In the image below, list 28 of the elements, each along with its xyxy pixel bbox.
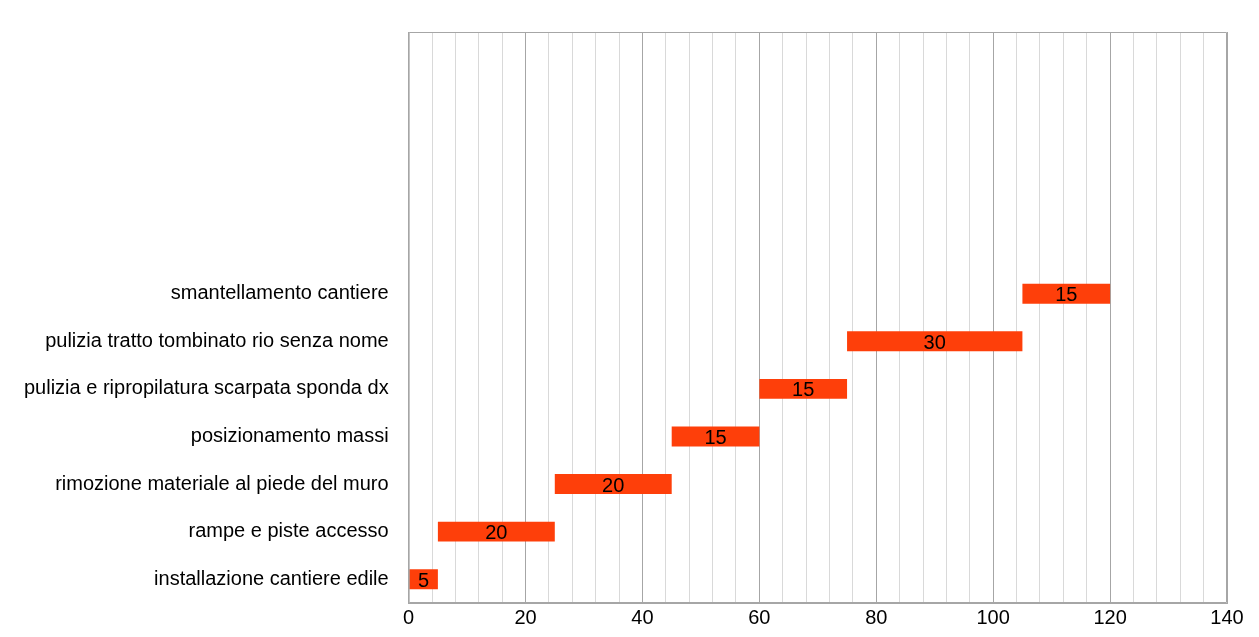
bar	[437, 521, 555, 542]
data-label: 15	[1055, 283, 1078, 306]
bar	[671, 426, 760, 447]
x-tick-label: 40	[631, 605, 654, 628]
data-label: 15	[704, 425, 727, 448]
y-tick-label: smantellamento cantiere	[170, 281, 389, 304]
x-tick-label: 80	[865, 605, 888, 628]
x-tick-label: 0	[403, 605, 415, 628]
data-label: 20	[485, 521, 508, 544]
data-label: 15	[792, 378, 815, 401]
x-tick-label: 120	[1093, 605, 1127, 628]
data-label: 5	[417, 568, 430, 591]
y-tick-label: installazione cantiere edile	[154, 566, 389, 589]
x-tick-label: 60	[748, 605, 771, 628]
y-tick-label: posizionamento massi	[190, 423, 389, 446]
y-tick-label: rimozione materiale al piede del muro	[55, 471, 389, 494]
data-label: 20	[602, 473, 625, 496]
x-tick-label: 140	[1210, 605, 1244, 628]
bar	[847, 331, 1023, 352]
y-tick-label: pulizia tratto tombinato rio senza nome	[45, 328, 389, 351]
bar	[1022, 283, 1111, 304]
bar	[554, 474, 672, 495]
y-tick-label: rampe e piste accesso	[188, 519, 389, 542]
y-tick-label: pulizia e ripropilatura scarpata sponda dx	[23, 376, 389, 399]
x-tick-label: 100	[976, 605, 1010, 628]
bar	[759, 378, 848, 399]
data-label: 30	[923, 330, 946, 353]
x-tick-label: 20	[514, 605, 537, 628]
